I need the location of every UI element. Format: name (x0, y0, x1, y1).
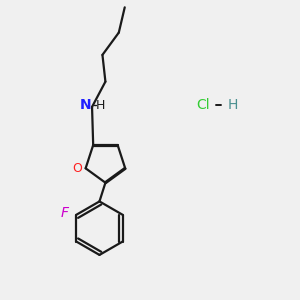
Text: H: H (96, 99, 105, 112)
Text: Cl: Cl (197, 98, 210, 112)
Text: O: O (72, 162, 82, 175)
Text: N: N (80, 98, 91, 112)
Text: F: F (61, 206, 69, 220)
Text: H: H (228, 98, 238, 112)
